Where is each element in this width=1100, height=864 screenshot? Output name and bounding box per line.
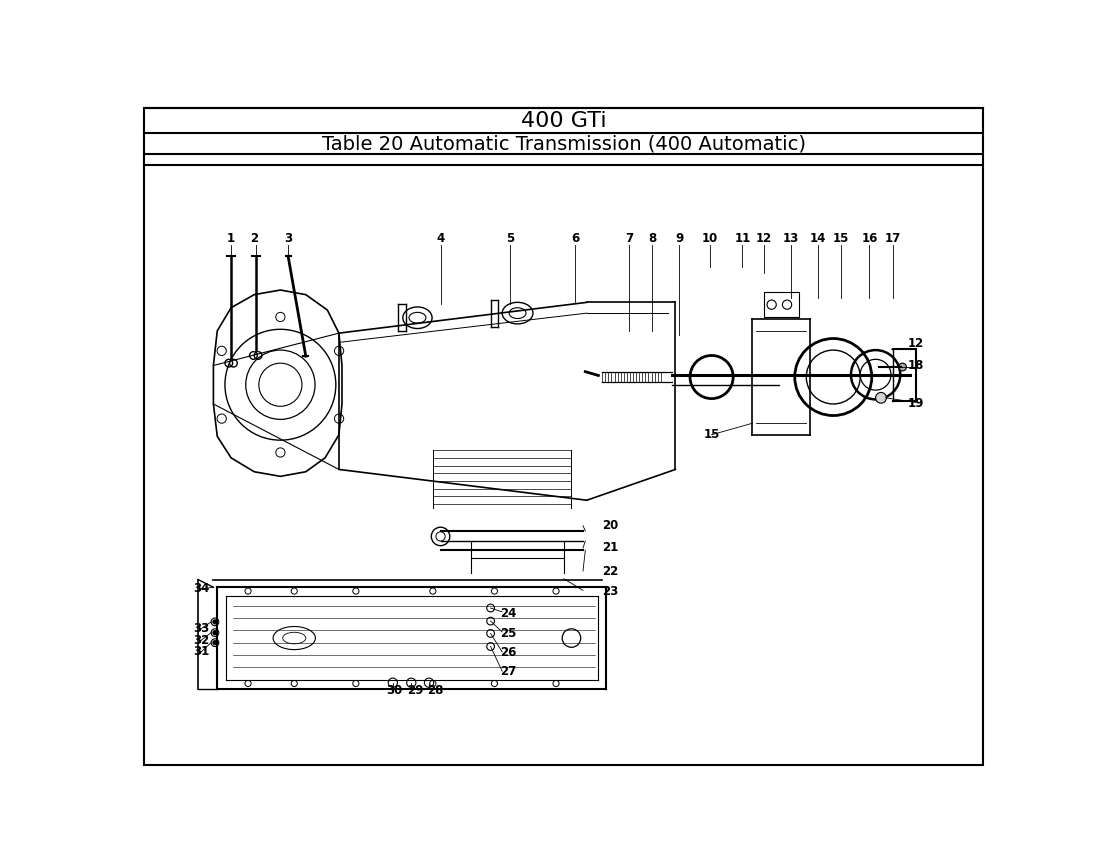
Text: 8: 8: [648, 232, 657, 245]
Text: 4: 4: [437, 232, 444, 245]
Text: 12: 12: [756, 232, 772, 245]
Text: 22: 22: [603, 564, 619, 577]
Text: 29: 29: [407, 684, 424, 697]
Text: 28: 28: [427, 684, 443, 697]
Text: 400 GTi: 400 GTi: [521, 111, 606, 131]
Text: 1: 1: [227, 232, 235, 245]
Text: 15: 15: [833, 232, 849, 245]
Text: 5: 5: [506, 232, 514, 245]
Text: 19: 19: [908, 397, 924, 410]
Text: 32: 32: [192, 634, 209, 647]
Text: 7: 7: [625, 232, 634, 245]
Text: 25: 25: [500, 627, 517, 640]
Text: 33: 33: [192, 622, 209, 635]
Text: 26: 26: [500, 646, 517, 659]
Text: 31: 31: [192, 645, 209, 658]
Text: 12: 12: [908, 338, 924, 351]
Text: 6: 6: [571, 232, 580, 245]
FancyBboxPatch shape: [144, 107, 983, 766]
Circle shape: [213, 631, 217, 634]
Circle shape: [899, 363, 906, 371]
Text: 11: 11: [735, 232, 750, 245]
Text: 16: 16: [861, 232, 878, 245]
Text: 30: 30: [386, 684, 403, 697]
Text: 24: 24: [500, 607, 517, 620]
Text: 27: 27: [500, 664, 516, 677]
Text: 9: 9: [675, 232, 683, 245]
Text: Table 20 Automatic Transmission (400 Automatic): Table 20 Automatic Transmission (400 Aut…: [321, 134, 805, 153]
Text: 34: 34: [192, 582, 209, 595]
Text: 13: 13: [783, 232, 799, 245]
Circle shape: [876, 392, 887, 403]
Text: 3: 3: [284, 232, 293, 245]
Text: 14: 14: [810, 232, 826, 245]
Circle shape: [213, 620, 217, 624]
Text: 20: 20: [603, 519, 619, 532]
Text: 2: 2: [250, 232, 258, 245]
FancyBboxPatch shape: [763, 292, 799, 317]
Text: 18: 18: [908, 359, 924, 372]
Text: 10: 10: [702, 232, 718, 245]
Text: 23: 23: [603, 585, 619, 598]
Text: 17: 17: [886, 232, 901, 245]
Circle shape: [213, 641, 217, 645]
Text: 15: 15: [703, 429, 719, 442]
Text: 21: 21: [603, 542, 619, 555]
